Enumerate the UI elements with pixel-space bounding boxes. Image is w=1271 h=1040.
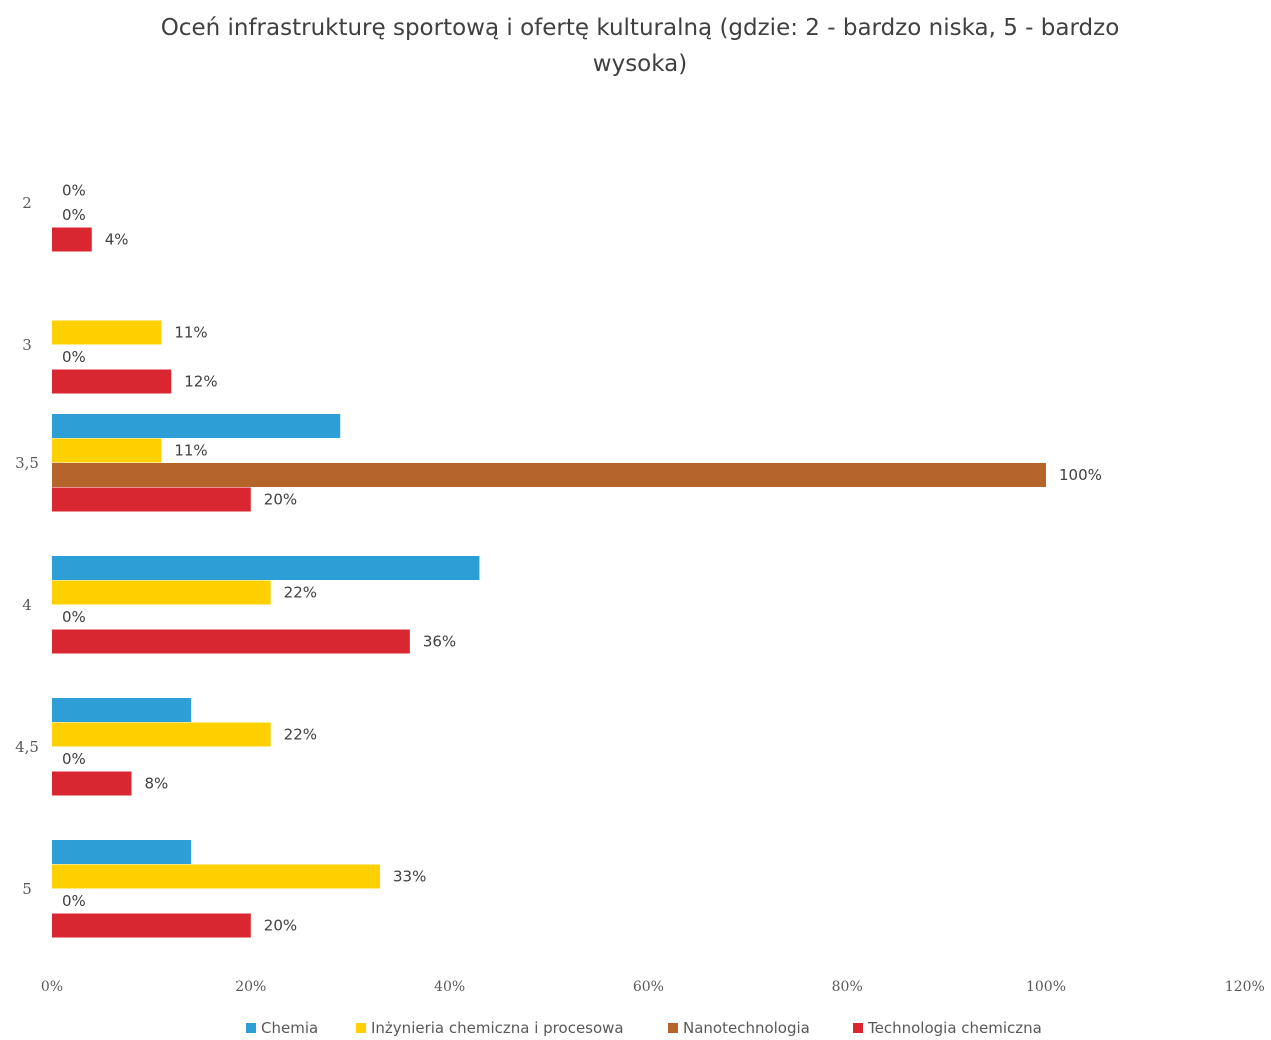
legend-label: Inżynieria chemiczna i procesowa [371, 1019, 624, 1037]
bar [52, 369, 172, 394]
data-label: 100% [1059, 466, 1102, 484]
bar [52, 580, 271, 605]
category-label: 4,5 [15, 738, 39, 756]
data-label: 0% [62, 206, 86, 224]
data-label: 11% [174, 442, 207, 460]
chart-title: Oceń infrastrukturę sportową i ofertę ku… [160, 15, 1120, 77]
bar [52, 438, 162, 463]
legend-item: Nanotechnologia [668, 1019, 810, 1037]
x-tick-label: 100% [1026, 979, 1066, 995]
data-label: 22% [284, 584, 317, 602]
bar [52, 629, 410, 654]
data-label: 0% [62, 348, 86, 366]
category-label: 4 [22, 596, 32, 614]
legend-label: Technologia chemiczna [868, 1019, 1042, 1037]
data-label: 22% [284, 726, 317, 744]
legend-item: Inżynieria chemiczna i procesowa [356, 1019, 624, 1037]
bar [52, 227, 92, 252]
legend-item: Chemia [246, 1019, 318, 1037]
legend-swatch [356, 1023, 366, 1033]
bar [52, 487, 251, 512]
x-tick-label: 120% [1225, 979, 1265, 995]
legend-item: Technologia chemiczna [853, 1019, 1042, 1037]
x-tick-label: 80% [832, 979, 863, 995]
bar [52, 864, 381, 889]
bar [52, 722, 271, 747]
x-tick-label: 20% [235, 979, 266, 995]
bar [52, 320, 162, 345]
data-label: 11% [174, 324, 207, 342]
data-label: 20% [264, 491, 297, 509]
data-label: 0% [62, 892, 86, 910]
x-tick-label: 0% [41, 979, 63, 995]
category-label: 3,5 [15, 454, 39, 472]
data-label: 0% [62, 608, 86, 626]
bar [52, 913, 251, 938]
bar [52, 556, 480, 580]
data-label: 0% [62, 750, 86, 768]
data-label: 36% [423, 633, 456, 651]
x-tick-label: 40% [434, 979, 465, 995]
bar [52, 414, 341, 438]
category-label: 2 [22, 194, 32, 212]
data-label: 33% [393, 868, 426, 886]
x-tick-label: 60% [633, 979, 664, 995]
legend-swatch [246, 1023, 256, 1033]
legend-swatch [668, 1023, 678, 1033]
data-label: 20% [264, 917, 297, 935]
category-axis-labels: 2 3 3,5 4 4,5 5 [15, 194, 39, 898]
bar [52, 463, 1046, 487]
legend-label: Chemia [261, 1019, 319, 1037]
legend-swatch [853, 1023, 863, 1033]
bar [52, 840, 192, 864]
legend: Chemia Inżynieria chemiczna i procesowa Na… [0, 1016, 1271, 1040]
data-labels-layer: 0% 0% 4% 11% 0% 12% 11% 100% 20% 22% 0% 36% 22% 0% 8% 3… [62, 182, 1102, 935]
data-label: 4% [105, 231, 129, 249]
data-label: 12% [184, 373, 217, 391]
category-label: 5 [22, 880, 32, 898]
bar [52, 698, 192, 722]
data-label: 0% [62, 182, 86, 200]
value-axis-ticks: 0% 20% 40% 60% 80% 100% 120% [41, 979, 1265, 995]
category-label: 3 [22, 336, 32, 354]
legend-label: Nanotechnologia [683, 1019, 810, 1037]
bar [52, 771, 132, 796]
data-label: 8% [145, 775, 169, 793]
bars-layer [52, 227, 1046, 938]
